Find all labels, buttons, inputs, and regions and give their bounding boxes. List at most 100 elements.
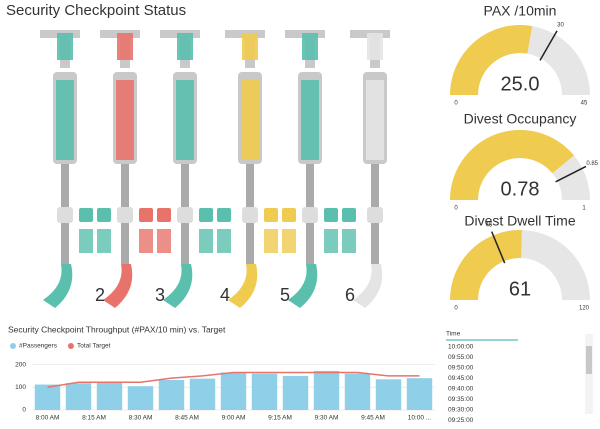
divest-box: [139, 208, 153, 222]
x-tick-label: 9:00 AM: [222, 415, 246, 422]
gauge-target: [539, 30, 558, 61]
table-cell: 09:30:00: [448, 407, 474, 414]
x-tick-label: 9:15 AM: [268, 415, 292, 422]
divest-post: [367, 207, 383, 223]
legend-swatch: [67, 343, 74, 349]
lane-chute: [288, 264, 318, 308]
gauge-title: PAX /10min: [484, 3, 557, 19]
divest-post: [57, 207, 73, 223]
lane-bin: [57, 33, 73, 60]
y-tick-label: 200: [15, 361, 26, 368]
bin-area: [217, 229, 231, 253]
divest-box: [97, 208, 111, 222]
divest-post: [302, 207, 318, 223]
lane-belt: [301, 80, 319, 160]
table-cell: 09:50:00: [448, 365, 474, 372]
lane-belt: [366, 80, 384, 160]
gauge-max: 45: [581, 101, 588, 107]
divest-box: [79, 208, 93, 222]
bin-area: [157, 229, 171, 253]
x-tick-label: 9:30 AM: [315, 415, 339, 422]
lane-chute: [163, 264, 193, 308]
lane-bin: [302, 33, 318, 60]
target-line: [47, 371, 420, 389]
divest-post: [177, 207, 193, 223]
gauge-fill: [450, 25, 533, 96]
bin-area: [282, 229, 296, 253]
lane-chute: [103, 264, 133, 308]
gauge-target-label: 30: [557, 22, 564, 28]
x-tick-label: 10:00 ...: [408, 415, 432, 422]
gauge-max: 120: [579, 306, 590, 312]
bar: [313, 370, 340, 410]
lane-number: 6: [345, 285, 355, 305]
table-header: Time: [446, 331, 461, 338]
lane-belt: [56, 80, 74, 160]
lane-bin: [117, 33, 133, 60]
divest-box: [342, 208, 356, 222]
divest-post: [117, 207, 133, 223]
gauge-fill: [450, 130, 574, 200]
bar: [127, 386, 154, 410]
lane-chute: [228, 264, 258, 308]
divest-box: [282, 208, 296, 222]
x-tick-label: 8:30 AM: [129, 415, 153, 422]
bar: [282, 375, 309, 410]
table-cell: 09:40:00: [448, 386, 474, 393]
bar: [65, 383, 92, 410]
lane-bin: [367, 33, 383, 60]
gauge-target: [555, 165, 587, 183]
table-cell: 09:45:00: [448, 375, 474, 382]
scroll-thumb[interactable]: [586, 346, 592, 374]
bar: [220, 372, 247, 410]
lane-number: 4: [220, 285, 230, 305]
chart-title: Security Checkpoint Throughput (#PAX/10 …: [8, 324, 226, 334]
gauge-fill: [450, 230, 522, 300]
bar: [406, 378, 433, 410]
legend-label: Total Target: [77, 343, 111, 350]
lane-number: 5: [280, 285, 290, 305]
gauge-value: 0.78: [501, 178, 540, 200]
legend-swatch: [10, 343, 16, 349]
gauge-max: 1: [582, 206, 586, 212]
bin-area: [79, 229, 93, 253]
bin-area: [324, 229, 338, 253]
lane-belt: [176, 80, 194, 160]
bar: [251, 373, 278, 410]
x-tick-label: 8:00 AM: [36, 415, 60, 422]
lane-belt: [116, 80, 134, 160]
gauge-min: 0: [454, 101, 458, 107]
gauge-min: 0: [454, 206, 458, 212]
bin-area: [139, 229, 153, 253]
divest-box: [324, 208, 338, 222]
x-tick-label: 8:15 AM: [82, 415, 106, 422]
y-tick-label: 0: [22, 407, 26, 414]
gauge-title: Divest Dwell Time: [464, 213, 575, 229]
x-tick-label: 9:45 AM: [361, 415, 385, 422]
legend-label: #Passengers: [19, 343, 58, 350]
lane-bin: [177, 33, 193, 60]
page-title: Security Checkpoint Status: [6, 2, 186, 19]
x-tick-label: 8:45 AM: [175, 415, 199, 422]
bin-area: [342, 229, 356, 253]
lane-chute: [43, 264, 73, 308]
bin-area: [97, 229, 111, 253]
gauge-value: 25.0: [501, 73, 540, 95]
divest-post: [242, 207, 258, 223]
divest-box: [157, 208, 171, 222]
table-cell: 09:35:00: [448, 396, 474, 403]
table-cell: 09:25:00: [448, 417, 474, 424]
lane-belt: [241, 80, 259, 160]
gauge-value: 61: [509, 278, 531, 300]
y-tick-label: 100: [15, 384, 26, 391]
bar: [158, 380, 185, 410]
lane-bin: [242, 33, 258, 60]
divest-box: [217, 208, 231, 222]
bin-area: [264, 229, 278, 253]
gauge-min: 0: [454, 306, 458, 312]
lane-number: 3: [155, 285, 165, 305]
divest-box: [199, 208, 213, 222]
gauge-target: [490, 231, 506, 264]
gauge-target-label: 0.85: [586, 161, 598, 167]
